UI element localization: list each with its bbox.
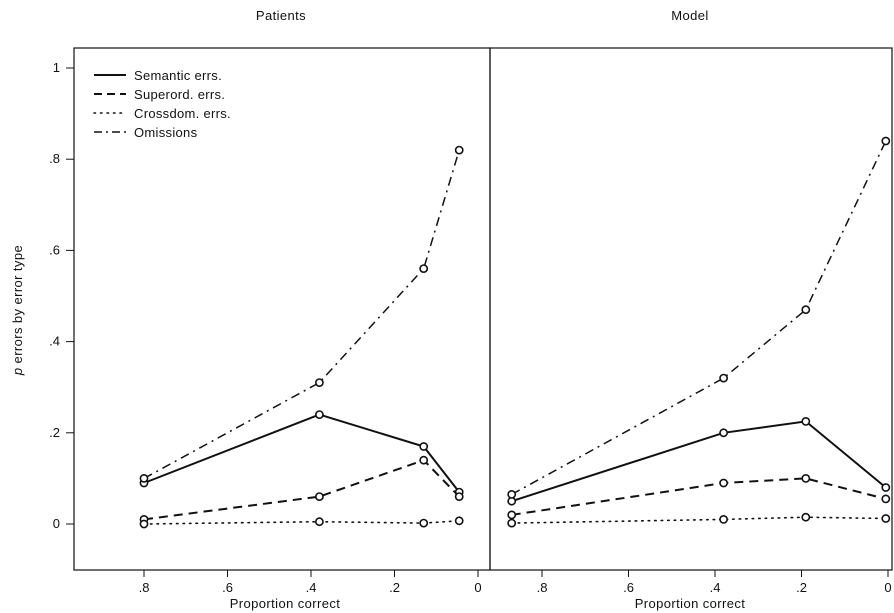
data-point-crossdom-errs xyxy=(801,512,811,522)
data-point-omissions xyxy=(419,264,429,273)
series-line-omissions xyxy=(511,140,887,496)
x-axis-label-model: Proportion correct xyxy=(635,596,746,611)
data-point-omissions xyxy=(507,489,517,499)
data-point-crossdom-errs xyxy=(881,514,891,523)
series-line-superord-errs xyxy=(511,477,887,516)
series-line-semantic-errs xyxy=(143,413,460,493)
y-tick-label: .6 xyxy=(49,242,60,257)
legend-label-crossdom-errs: Crossdom. errs. xyxy=(134,106,231,121)
data-point-superord-errs xyxy=(507,510,517,520)
series-line-semantic-errs xyxy=(511,420,887,503)
series-line-crossdom-errs xyxy=(143,519,461,525)
legend-label-superord-errs: Superord. errs. xyxy=(134,87,225,102)
data-point-semantic-errs xyxy=(314,410,324,419)
x-tick-label: 0 xyxy=(884,580,891,595)
y-tick-label: .8 xyxy=(49,151,60,166)
data-point-semantic-errs xyxy=(801,416,811,426)
y-tick-label: 1 xyxy=(53,60,60,75)
x-axis-ticks-model: .8 .6 .4 .2 0 xyxy=(537,570,892,595)
x-axis-ticks-patients: .8 .6 .4 .2 0 xyxy=(139,570,482,595)
y-axis-label-rest: errors by error type xyxy=(10,245,25,368)
legend-label-omissions: Omissions xyxy=(134,125,198,140)
x-tick-label: .6 xyxy=(623,580,634,595)
data-point-superord-errs xyxy=(314,492,324,501)
x-tick-label: 0 xyxy=(474,580,481,595)
panel-title-model: Model xyxy=(671,8,708,23)
data-point-omissions xyxy=(314,378,324,387)
panel-frame-model xyxy=(489,47,893,571)
data-point-crossdom-errs xyxy=(507,518,517,528)
y-tick-label: .4 xyxy=(49,334,60,349)
y-tick-label: .2 xyxy=(49,425,60,440)
data-point-omissions xyxy=(139,473,149,483)
y-tick-label: 0 xyxy=(53,516,60,531)
x-tick-label: .2 xyxy=(796,580,807,595)
data-point-omissions xyxy=(801,305,811,315)
x-tick-label: .2 xyxy=(389,580,400,595)
data-point-crossdom-errs xyxy=(419,518,429,528)
series-line-crossdom-errs xyxy=(510,516,887,524)
data-point-crossdom-errs xyxy=(719,515,728,524)
x-tick-label: .8 xyxy=(139,580,150,595)
data-point-superord-errs xyxy=(454,492,464,501)
x-tick-label: .6 xyxy=(222,580,233,595)
data-point-crossdom-errs xyxy=(454,516,464,526)
x-axis-label-patients: Proportion correct xyxy=(230,596,341,611)
data-point-superord-errs xyxy=(881,494,891,504)
series-line-superord-errs xyxy=(143,459,460,521)
y-axis-label-p: p xyxy=(10,367,25,376)
series-group-patients xyxy=(139,145,464,529)
x-tick-label: .4 xyxy=(306,580,317,595)
panel-title-patients: Patients xyxy=(256,8,306,23)
data-point-crossdom-errs xyxy=(314,517,324,527)
data-point-omissions xyxy=(719,373,728,383)
data-point-omissions xyxy=(454,145,464,155)
series-line-omissions xyxy=(143,149,460,480)
data-point-superord-errs xyxy=(719,478,728,488)
data-point-semantic-errs xyxy=(419,442,429,451)
data-point-crossdom-errs xyxy=(139,519,149,529)
y-axis-label: p errors by error type xyxy=(10,245,25,376)
y-axis-ticks: 0 .2 .4 .6 .8 1 xyxy=(49,60,74,531)
x-tick-label: .8 xyxy=(537,580,548,595)
legend-label-semantic-errs: Semantic errs. xyxy=(134,68,222,83)
legend: Semantic errs. Superord. errs. Crossdom. e… xyxy=(93,68,231,140)
x-tick-label: .4 xyxy=(710,580,721,595)
data-point-semantic-errs xyxy=(881,483,891,492)
data-point-superord-errs xyxy=(419,455,429,465)
data-point-superord-errs xyxy=(801,473,811,483)
data-point-omissions xyxy=(881,136,891,146)
data-point-semantic-errs xyxy=(719,428,728,438)
series-group-model xyxy=(507,136,891,528)
